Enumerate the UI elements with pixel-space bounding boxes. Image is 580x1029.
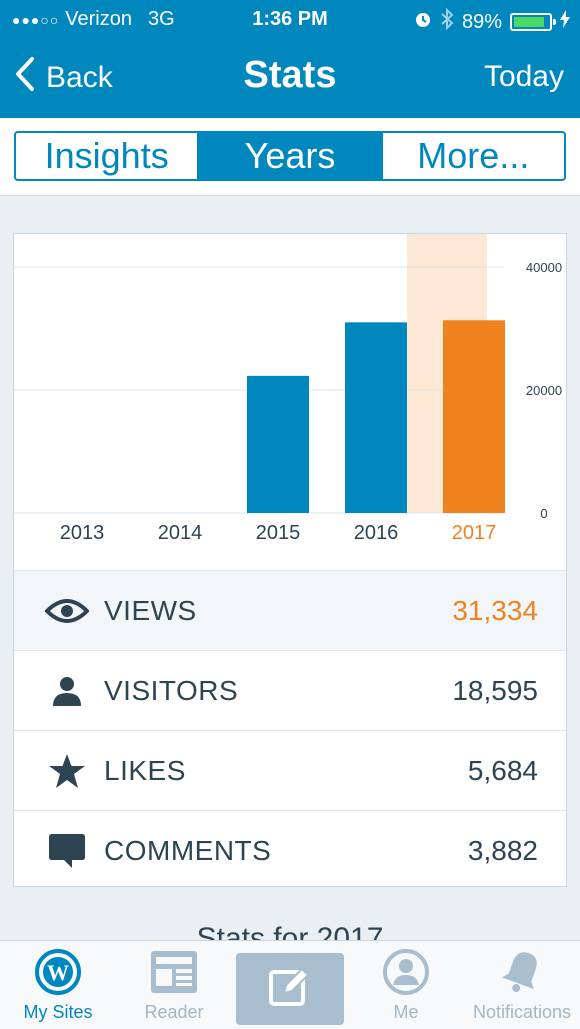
tab-reader[interactable]: Reader: [116, 941, 232, 1029]
status-time: 1:36 PM: [252, 8, 328, 30]
segment-bar: Insights Years More...: [0, 118, 580, 196]
x-tick-label: 2017: [452, 522, 497, 544]
y-tick-label: 20000: [526, 383, 562, 398]
stat-value: 3,882: [467, 834, 538, 866]
stat-row-visitors[interactable]: VISITORS 18,595: [14, 650, 566, 730]
tab-label: Reader: [144, 1002, 204, 1022]
bar-2016: [345, 322, 407, 513]
chart-svg: 0 20000 40000 2013 2014 2015 2016 2017: [14, 234, 562, 544]
tab-notifications[interactable]: Notifications: [464, 941, 580, 1029]
status-right: 89%: [414, 7, 570, 36]
person-icon: [44, 673, 90, 709]
stat-value: 18,595: [452, 674, 538, 706]
write-icon: [268, 965, 312, 1014]
x-tick-label: 2013: [60, 522, 105, 544]
me-icon: [382, 946, 430, 998]
tab-write[interactable]: [232, 941, 348, 1029]
stats-list: VIEWS 31,334 VISITORS 18,595 LIKES 5,684…: [14, 570, 566, 890]
eye-icon: [44, 593, 90, 629]
wordpress-icon: W: [34, 946, 82, 998]
stat-label: LIKES: [104, 754, 186, 786]
svg-text:W: W: [47, 960, 69, 985]
period-segmented-control: Insights Years More...: [14, 131, 566, 181]
tab-label: My Sites: [23, 1002, 93, 1022]
stats-card: 0 20000 40000 2013 2014 2015 2016 2017 VIEWS 31…: [13, 233, 567, 887]
top-header: ●●●○○ Verizon 3G 1:36 PM 89% Back Stat: [0, 0, 580, 118]
back-button[interactable]: Back: [14, 56, 113, 100]
x-tick-label: 2015: [256, 522, 301, 544]
tab-me[interactable]: Me: [348, 941, 464, 1029]
bar-2015: [247, 375, 309, 513]
page-title: Stats: [243, 54, 337, 96]
bluetooth-icon: [440, 7, 454, 36]
segment-years[interactable]: Years: [199, 133, 383, 179]
stat-label: VIEWS: [104, 594, 197, 626]
write-button[interactable]: [236, 953, 344, 1025]
back-label: Back: [46, 61, 113, 94]
stat-label: COMMENTS: [104, 834, 272, 866]
tab-bar: W My Sites Reader Me Notifications: [0, 940, 580, 1029]
carrier-name: Verizon: [65, 8, 132, 30]
stats-for-year-heading: Stats for 2017: [196, 922, 384, 942]
reader-icon: [150, 946, 198, 998]
tab-label: Notifications: [472, 1002, 572, 1022]
star-icon: [44, 753, 90, 789]
charging-icon: [560, 10, 570, 34]
chevron-left-icon: [14, 56, 36, 100]
bar-chart[interactable]: 0 20000 40000 2013 2014 2015 2016 2017: [14, 234, 566, 570]
network-type: 3G: [148, 8, 175, 30]
y-tick-label: 0: [540, 506, 547, 521]
bell-icon: [499, 946, 545, 998]
segment-insights[interactable]: Insights: [16, 133, 200, 179]
carrier-info: ●●●○○ Verizon 3G: [12, 8, 175, 31]
alarm-icon: [414, 10, 432, 34]
tab-label: Me: [393, 1002, 419, 1022]
nav-bar: Back Stats Today: [0, 38, 580, 118]
x-tick-label: 2016: [354, 522, 399, 544]
stat-value: 5,684: [467, 754, 538, 786]
y-tick-label: 40000: [526, 260, 562, 275]
status-bar: ●●●○○ Verizon 3G 1:36 PM 89%: [0, 0, 580, 38]
tab-my-sites[interactable]: W My Sites: [0, 941, 116, 1029]
battery-icon: [510, 13, 556, 31]
battery-percent: 89%: [461, 10, 502, 33]
stat-row-views[interactable]: VIEWS 31,334: [14, 570, 566, 650]
signal-dots-icon: ●●●○○: [12, 11, 60, 28]
stat-label: VISITORS: [104, 674, 239, 706]
segment-more[interactable]: More...: [417, 135, 530, 176]
comment-icon: [44, 833, 90, 869]
today-button[interactable]: Today: [483, 60, 564, 93]
stat-value: 31,334: [452, 594, 538, 626]
stat-row-likes[interactable]: LIKES 5,684: [14, 730, 566, 810]
bar-2017: [443, 320, 505, 513]
stat-row-comments[interactable]: COMMENTS 3,882: [14, 810, 566, 890]
x-tick-label: 2014: [158, 522, 203, 544]
